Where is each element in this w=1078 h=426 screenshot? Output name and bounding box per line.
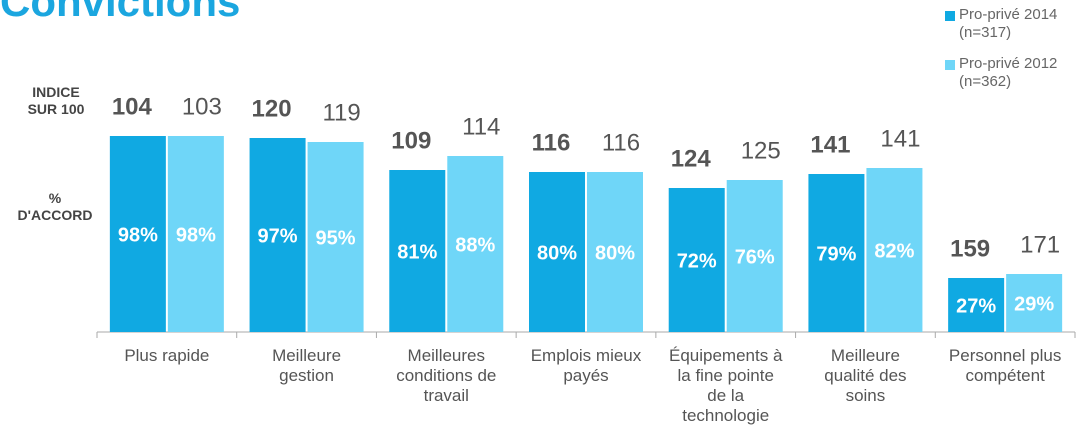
x-tick-label: Plus rapide — [124, 346, 210, 365]
index-label: 159 — [950, 235, 990, 262]
legend-entry: Pro-privé 2014 (n=317) — [945, 6, 1078, 42]
bar — [389, 170, 446, 332]
value-label: 80% — [595, 242, 635, 264]
bar — [587, 172, 643, 332]
value-label: 98% — [118, 224, 158, 246]
bar — [1006, 274, 1063, 332]
value-label: 27% — [956, 295, 996, 317]
value-label: 98% — [176, 224, 216, 246]
legend-swatch — [945, 60, 955, 70]
bar — [167, 136, 224, 332]
index-label: 120 — [252, 95, 292, 122]
value-label: 29% — [1014, 293, 1054, 315]
x-tick-label: Meilleure qualité des soins — [824, 346, 907, 405]
value-label: 79% — [816, 243, 856, 265]
x-tick-label: Personnel plus compétent — [948, 346, 1062, 385]
legend-swatch — [945, 11, 955, 21]
x-tick-label: Meilleure gestion — [272, 346, 342, 385]
value-label: 76% — [735, 246, 775, 268]
value-label: 97% — [258, 225, 298, 247]
bar — [529, 172, 585, 332]
index-label: 141 — [810, 131, 850, 158]
index-label: 109 — [391, 127, 431, 154]
bar — [249, 138, 306, 332]
bar — [668, 188, 725, 332]
bar — [808, 174, 865, 332]
legend-entry: Pro-privé 2012 (n=362) — [945, 55, 1078, 91]
value-label: 72% — [677, 250, 717, 272]
bar — [109, 136, 166, 332]
index-label: 125 — [741, 137, 781, 164]
index-label: 124 — [671, 145, 712, 172]
index-label: 119 — [322, 99, 360, 126]
index-label: 116 — [532, 129, 571, 156]
index-label: 141 — [880, 125, 920, 152]
bar — [726, 180, 783, 332]
bar — [866, 168, 923, 332]
index-label: 116 — [602, 129, 640, 156]
x-tick-label: Emplois mieux payés — [530, 346, 642, 385]
chart-title: Convictions — [0, 0, 241, 25]
x-tick-label: Meilleures conditions de travail — [396, 346, 497, 405]
left-label: INDICE SUR 100 — [27, 84, 85, 117]
bar — [447, 156, 504, 332]
index-label: 103 — [182, 93, 222, 120]
value-label: 95% — [316, 227, 356, 249]
bar — [948, 278, 1005, 332]
index-label: 114 — [462, 113, 500, 140]
index-label: 104 — [112, 93, 153, 120]
value-label: 82% — [874, 240, 914, 262]
value-label: 81% — [397, 241, 437, 263]
left-label: % D'ACCORD — [17, 190, 93, 223]
bar — [307, 142, 364, 332]
value-label: 80% — [537, 242, 577, 264]
x-tick-label: Équipements à la fine pointe de la techn… — [669, 346, 783, 425]
value-label: 88% — [455, 234, 495, 256]
index-label: 171 — [1020, 231, 1060, 258]
